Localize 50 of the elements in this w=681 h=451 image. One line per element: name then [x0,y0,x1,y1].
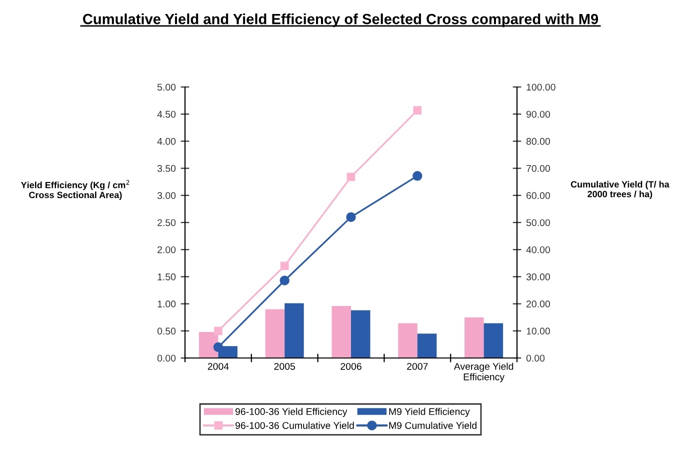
y-tick-label: 0.50 [157,328,176,335]
y2-tick-label: 30.00 [526,273,550,280]
y-tick-label: 3.00 [157,192,176,200]
point [412,171,422,181]
bar [332,306,351,358]
x-tick-label: 2005 [274,362,296,370]
text: Yield Efficiency (Kg / cm$^{2}$ Cross Sectional Area) [20,180,130,200]
y-tick-label: 4.00 [157,138,176,145]
legend-label: 96-100-36 Cumulative Yield [235,422,354,429]
y-tick-label: 0.00 [157,354,176,362]
x-tick-label: Average Yield Efficiency [454,362,514,382]
bar [284,303,304,358]
point [214,326,222,336]
bar [417,334,437,358]
y2-tick-label: 20.00 [526,300,550,308]
y2-tick-label: 50.00 [526,219,550,226]
point [413,106,422,114]
point [280,262,289,270]
bar [265,309,285,358]
bar [464,317,484,358]
legend-label: M9 Cumulative Yield [389,422,476,429]
legend-label: M9 Yield Efficiency [389,408,470,417]
point [346,172,356,182]
y-tick-label: 1.00 [158,300,176,308]
y-tick-label: 4.50 [157,110,176,118]
y2-tick-label: 90.00 [526,110,550,118]
y2-tick-label: 0.00 [526,354,545,362]
bar [398,323,418,358]
y2-tick-label: 80.00 [526,138,550,145]
point [213,342,224,352]
y-tick-label: 2.00 [158,246,176,254]
y-tick-label: 2.50 [158,219,176,226]
y2-tick-label: 100.00 [526,84,556,91]
bar [484,323,504,358]
legend-label: 96-100-36 Yield Efficiency [235,408,348,417]
y2-tick-label: 70.00 [526,165,550,172]
x-tick-label: 2006 [340,362,362,370]
point [346,212,356,222]
y-tick-label: 1.50 [158,273,176,280]
y2-tick-label: 40.00 [526,246,550,254]
y2-tick-label: 10.00 [526,328,550,335]
bar [351,310,370,358]
y2-axis-title: Cumulative Yield (T/ ha 2000 trees / ha) [570,180,670,200]
point [280,276,290,286]
x-tick-label: 2007 [407,362,428,370]
x-tick-label: 2004 [208,362,229,370]
y-tick-label: 3.50 [157,165,176,172]
y-tick-label: 5.00 [157,84,176,91]
chart-title: Cumulative Yield and Yield Efficiency of Selected Cross compared with M9 [82,14,598,28]
y2-tick-label: 60.00 [526,192,550,200]
